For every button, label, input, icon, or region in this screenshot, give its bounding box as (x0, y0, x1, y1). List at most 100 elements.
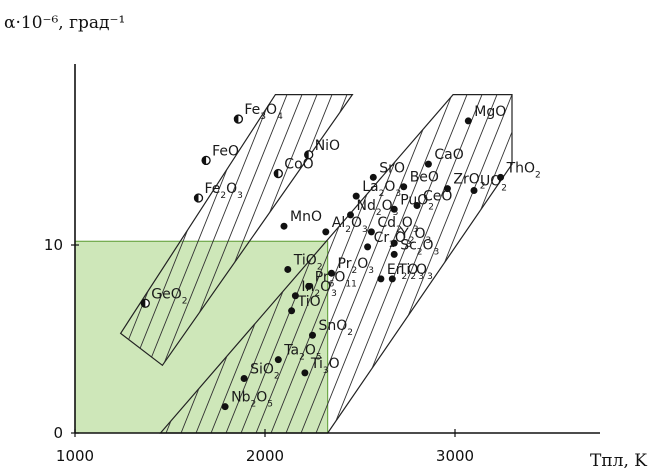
x-axis-label: Tпл, K (590, 451, 647, 471)
data-point-marker (390, 205, 398, 213)
data-point-marker (328, 269, 335, 277)
hatch-line (0, 0, 40, 473)
data-points: Fe3O4 NiO FeO CoO Fe2O3 GeO2 MgO CaO SrO BeO ZrO2U… (140, 102, 541, 411)
hatch-line (555, 0, 658, 473)
data-point-label: ThO2 (506, 160, 541, 180)
data-point-label: Fe2O3 (205, 181, 243, 201)
axis-ticks: 1000 2000 3000 0 10 (44, 236, 474, 465)
hatch-line (630, 0, 658, 473)
data-point-label: Ta2O5 (283, 343, 321, 363)
data-point-marker (288, 307, 296, 315)
data-point-marker (377, 275, 385, 283)
data-point-marker (369, 173, 377, 181)
hatch-line (570, 0, 658, 473)
data-point-marker (240, 374, 248, 382)
data-point-label: Pr2O3 (338, 256, 374, 276)
hatch-line (314, 94, 506, 433)
hatch-line (0, 0, 10, 473)
hatch-line (494, 94, 512, 433)
hatch-line (434, 94, 512, 433)
data-point-half-fill (274, 169, 279, 178)
hatch-line (450, 0, 640, 473)
hatch-line (120, 94, 296, 366)
hatch-line (299, 94, 491, 433)
data-point-marker (322, 228, 330, 236)
data-point-label: Nb2O5 (231, 390, 273, 410)
data-point-label: Y2O3 (399, 226, 431, 246)
hatch-line (419, 94, 512, 433)
hatch-line (479, 94, 512, 433)
data-point-marker (388, 275, 396, 283)
data-point-label: La2O3 (362, 179, 401, 199)
data-point-label: TiO (297, 294, 321, 310)
data-point-label: Ti2O3 (397, 262, 433, 282)
data-point-label: ZrO2 (453, 172, 485, 192)
data-point-half-fill (234, 115, 239, 124)
data-point-label: CaO (434, 147, 463, 163)
hatch-line (254, 94, 446, 433)
hatch-line (449, 94, 512, 433)
data-point-half-fill (141, 299, 146, 308)
data-point-marker (464, 117, 472, 125)
data-point-marker (274, 356, 282, 364)
data-point-marker (221, 403, 229, 411)
hatch-line (0, 0, 85, 473)
data-point-label: Cd2O3 (377, 215, 418, 235)
y-tick-label: 10 (44, 236, 63, 254)
hatch-line (0, 0, 25, 473)
data-point-label: CeO (423, 189, 452, 205)
hatch-line (0, 0, 25, 473)
data-point-marker (400, 183, 408, 191)
hatch-line (495, 0, 658, 473)
data-point-label: NiO (315, 138, 340, 154)
hatch-line (600, 0, 658, 473)
hatch-line (465, 0, 655, 473)
data-point-marker (347, 211, 354, 219)
x-tick-label: 2000 (246, 447, 284, 465)
hatch-line (149, 94, 341, 366)
data-point-marker (301, 369, 309, 377)
hatch-line (555, 0, 658, 473)
data-point-marker (291, 292, 299, 300)
data-point-label: MgO (474, 104, 506, 120)
data-point-label: Fe3O4 (244, 102, 283, 122)
data-point-marker (443, 185, 451, 193)
hatch-line (0, 0, 10, 473)
data-point-marker (367, 228, 375, 236)
highlight-region (74, 240, 329, 434)
data-point-label: TiO2 (293, 252, 323, 272)
data-point-label: Sc2O3 (400, 237, 439, 257)
hatch-line (239, 94, 431, 433)
data-point-marker (284, 265, 292, 273)
data-point-marker (390, 239, 398, 247)
hatch-line (615, 0, 658, 473)
data-point-marker (352, 192, 360, 200)
data-point-label: SiO2 (250, 361, 280, 381)
data-point-marker (364, 243, 372, 251)
data-point-label: MnO (290, 209, 322, 225)
data-point-label: CoO (284, 157, 313, 173)
hatch-line (630, 0, 658, 473)
data-point-label: BeO (410, 170, 439, 186)
data-point-label: Pr6O11 (315, 269, 357, 289)
data-point-label: Cr2O3 (374, 230, 412, 250)
hatch-line (540, 0, 658, 473)
hatch-line (284, 94, 476, 433)
data-point-label: UO2 (480, 173, 507, 193)
hatch-line (269, 94, 461, 433)
y-axis-label: α·10⁻⁶, град⁻¹ (4, 13, 125, 33)
hatch-line (615, 0, 658, 473)
data-point-marker (309, 331, 316, 339)
hatch-line (585, 0, 658, 473)
data-point-half-fill (194, 194, 199, 202)
y-tick-label: 0 (53, 424, 63, 442)
hatch-line (600, 0, 658, 473)
data-point-label: FeO (212, 143, 239, 159)
hatch-line (570, 0, 658, 473)
hatch-line (525, 0, 658, 473)
data-point-half-fill (202, 156, 207, 165)
data-point-label: GeO2 (151, 286, 187, 306)
data-point-marker (305, 282, 313, 290)
data-point-marker (424, 160, 432, 168)
data-point-label: SnO2 (319, 318, 354, 338)
